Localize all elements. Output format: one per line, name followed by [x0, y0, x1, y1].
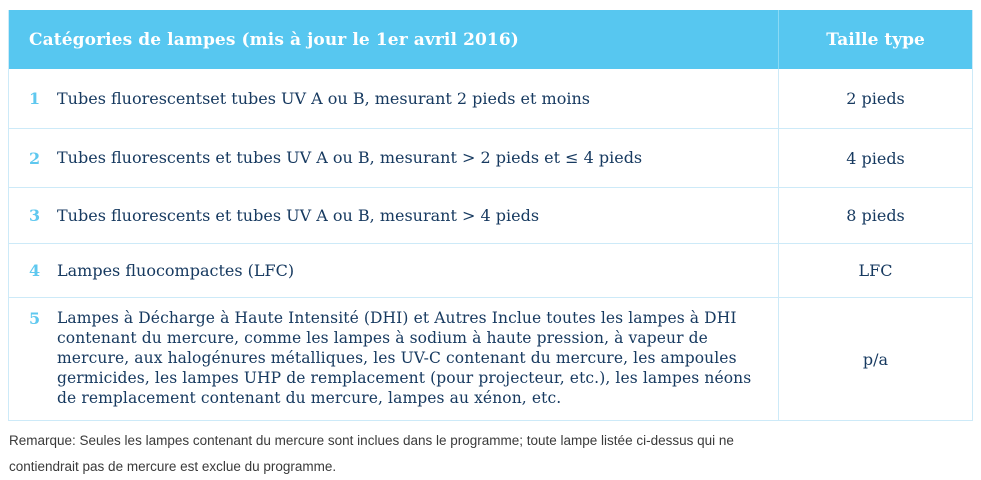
lamp-categories-table: Catégories de lampes (mis à jour le 1er … — [8, 10, 973, 421]
category-cell: 3 Tubes fluorescents et tubes UV A ou B,… — [9, 188, 779, 243]
category-description: Tubes fluorescentset tubes UV A ou B, me… — [57, 88, 590, 108]
table-header-row: Catégories de lampes (mis à jour le 1er … — [9, 10, 972, 69]
table-row: 5 Lampes à Décharge à Haute Intensité (D… — [9, 297, 972, 420]
table-header-categories: Catégories de lampes (mis à jour le 1er … — [9, 10, 779, 69]
category-description: Lampes à Décharge à Haute Intensité (DHI… — [57, 309, 752, 407]
category-description: Tubes fluorescents et tubes UV A ou B, m… — [57, 205, 540, 225]
category-description: Lampes fluocompactes (LFC) — [57, 260, 295, 280]
row-number: 2 — [29, 148, 41, 168]
table-row: 3 Tubes fluorescents et tubes UV A ou B,… — [9, 187, 972, 243]
category-cell: 4 Lampes fluocompactes (LFC) — [9, 244, 779, 297]
footnote-line: Remarque: Seules les lampes contenant du… — [9, 433, 734, 448]
table-footnote: Remarque: Seules les lampes contenant du… — [9, 428, 734, 480]
size-cell: 2 pieds — [846, 89, 905, 108]
table-row: 4 Lampes fluocompactes (LFC) LFC — [9, 243, 972, 297]
size-cell: p/a — [862, 349, 889, 369]
size-cell: 4 pieds — [846, 148, 905, 168]
row-number: 1 — [29, 89, 41, 108]
category-description: Tubes fluorescents et tubes UV A ou B, m… — [57, 148, 643, 168]
row-number: 4 — [29, 261, 41, 280]
table-row: 2 Tubes fluorescents et tubes UV A ou B,… — [9, 128, 972, 187]
category-cell: 2 Tubes fluorescents et tubes UV A ou B,… — [9, 129, 779, 187]
category-cell: 1 Tubes fluorescentset tubes UV A ou B, … — [9, 69, 779, 128]
size-cell: 8 pieds — [846, 206, 905, 225]
size-cell: LFC — [858, 261, 893, 280]
table-row: 1 Tubes fluorescentset tubes UV A ou B, … — [9, 69, 972, 128]
footnote-line: contiendrait pas de mercure est exclue d… — [9, 459, 337, 474]
row-number: 5 — [29, 309, 41, 328]
row-number: 3 — [29, 206, 41, 225]
category-cell: 5 Lampes à Décharge à Haute Intensité (D… — [9, 298, 779, 420]
table-header-size: Taille type — [826, 29, 925, 50]
